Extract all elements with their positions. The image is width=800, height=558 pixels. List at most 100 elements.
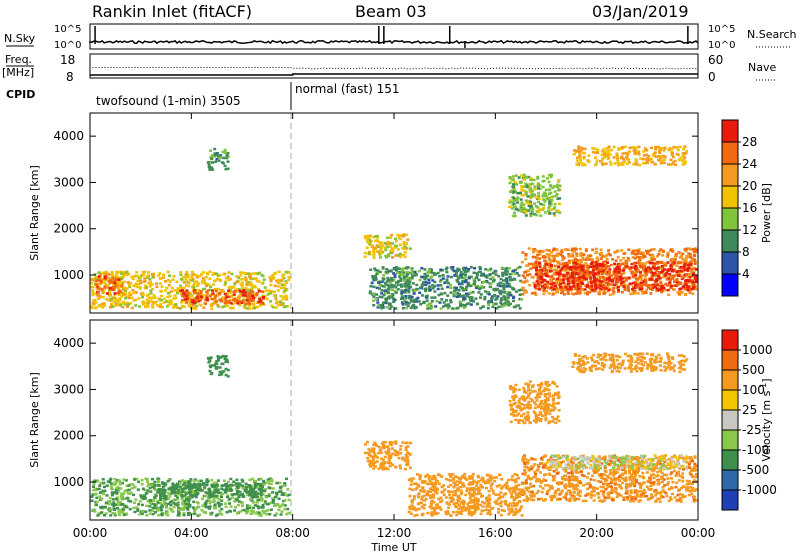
heatmap-cell bbox=[445, 496, 448, 499]
nave-label: Nave bbox=[748, 61, 776, 74]
freq-label-bottom: [MHz] bbox=[2, 66, 34, 79]
heatmap-cell bbox=[160, 295, 163, 298]
heatmap-cell bbox=[146, 489, 149, 492]
heatmap-cell bbox=[465, 286, 468, 289]
heatmap-cell bbox=[227, 152, 230, 155]
heatmap-cell bbox=[608, 146, 611, 149]
heatmap-cell bbox=[209, 502, 212, 505]
heatmap-cell bbox=[525, 214, 528, 217]
heatmap-cell bbox=[520, 198, 523, 201]
heatmap-cell bbox=[186, 289, 189, 292]
heatmap-cell bbox=[106, 484, 109, 487]
heatmap-cell bbox=[264, 286, 267, 289]
heatmap-cell bbox=[118, 290, 121, 293]
heatmap-cell bbox=[112, 501, 115, 504]
heatmap-cell bbox=[516, 196, 519, 199]
heatmap-cell bbox=[193, 510, 196, 513]
heatmap-cell bbox=[232, 481, 235, 484]
heatmap-cell bbox=[638, 276, 641, 279]
heatmap-cell bbox=[221, 493, 224, 496]
heatmap-cell bbox=[439, 269, 442, 272]
heatmap-cell bbox=[474, 297, 477, 300]
heatmap-cell bbox=[646, 157, 649, 160]
heatmap-cell bbox=[153, 504, 156, 507]
heatmap-cell bbox=[209, 366, 212, 369]
heatmap-cell bbox=[494, 270, 497, 273]
heatmap-cell bbox=[676, 284, 679, 287]
heatmap-cell bbox=[620, 249, 623, 252]
heatmap-cell bbox=[364, 256, 367, 259]
heatmap-cell bbox=[168, 495, 171, 498]
heatmap-cell bbox=[581, 283, 584, 286]
heatmap-cell bbox=[287, 512, 290, 515]
heatmap-cell bbox=[151, 304, 154, 307]
heatmap-cell bbox=[234, 290, 237, 293]
heatmap-cell bbox=[680, 270, 683, 273]
heatmap-cell bbox=[103, 285, 106, 288]
heatmap-cell bbox=[539, 203, 542, 206]
heatmap-cell bbox=[422, 281, 425, 284]
heatmap-cell bbox=[154, 511, 157, 514]
heatmap-cell bbox=[495, 297, 498, 300]
heatmap-cell bbox=[97, 298, 100, 301]
heatmap-cell bbox=[283, 508, 286, 511]
heatmap-cell bbox=[249, 275, 252, 278]
heatmap-cell bbox=[605, 273, 608, 276]
heatmap-cell bbox=[679, 262, 682, 265]
heatmap-cell bbox=[611, 279, 614, 282]
heatmap-cell bbox=[163, 491, 166, 494]
heatmap-cell bbox=[185, 301, 188, 304]
heatmap-cell bbox=[660, 262, 663, 265]
heatmap-cell bbox=[563, 293, 566, 296]
heatmap-cell bbox=[558, 271, 561, 274]
heatmap-cell bbox=[199, 299, 202, 302]
heatmap-cell bbox=[671, 148, 674, 151]
heatmap-cell bbox=[457, 295, 460, 298]
noise-right-tick-top: 10^5 bbox=[708, 24, 735, 35]
heatmap-cell bbox=[445, 271, 448, 274]
heatmap-cell bbox=[549, 184, 552, 187]
heatmap-cell bbox=[524, 254, 527, 257]
heatmap-cell bbox=[404, 297, 407, 300]
heatmap-cell bbox=[446, 286, 449, 289]
heatmap-cell bbox=[131, 483, 134, 486]
heatmap-cell bbox=[191, 271, 194, 274]
heatmap-cell bbox=[376, 301, 379, 304]
heatmap-cell bbox=[572, 282, 575, 285]
heatmap-cell bbox=[110, 487, 113, 490]
heatmap-cell bbox=[253, 307, 256, 310]
heatmap-cell bbox=[687, 285, 690, 288]
heatmap-cell bbox=[163, 298, 166, 301]
heatmap-cell bbox=[594, 164, 597, 167]
heatmap-cell bbox=[172, 278, 175, 281]
heatmap-cell bbox=[553, 258, 556, 261]
heatmap-cell bbox=[615, 259, 618, 262]
heatmap-cell bbox=[535, 214, 538, 217]
heatmap-cell bbox=[689, 253, 692, 256]
heatmap-cell bbox=[142, 293, 145, 296]
heatmap-cell bbox=[519, 307, 522, 310]
heatmap-cell bbox=[113, 483, 116, 486]
heatmap-cell bbox=[453, 270, 456, 273]
heatmap-cell bbox=[651, 259, 654, 262]
heatmap-cell bbox=[574, 270, 577, 273]
heatmap-cell bbox=[208, 499, 211, 502]
heatmap-cell bbox=[512, 197, 515, 200]
heatmap-cell bbox=[537, 192, 540, 195]
heatmap-cell bbox=[149, 499, 152, 502]
heatmap-cell bbox=[90, 282, 93, 285]
heatmap-cell bbox=[413, 292, 416, 295]
heatmap-cell bbox=[100, 498, 103, 501]
heatmap-cell bbox=[280, 513, 283, 516]
heatmap-cell bbox=[528, 284, 531, 287]
heatmap-cell bbox=[131, 276, 134, 279]
heatmap-cell bbox=[183, 306, 186, 309]
heatmap-cell bbox=[179, 290, 182, 293]
heatmap-cell bbox=[240, 278, 243, 281]
heatmap-cell bbox=[267, 293, 270, 296]
heatmap-cell bbox=[113, 491, 116, 494]
heatmap-cell bbox=[454, 293, 457, 296]
heatmap-cell bbox=[617, 286, 620, 289]
heatmap-cell bbox=[434, 273, 437, 276]
heatmap-cell bbox=[632, 146, 635, 149]
